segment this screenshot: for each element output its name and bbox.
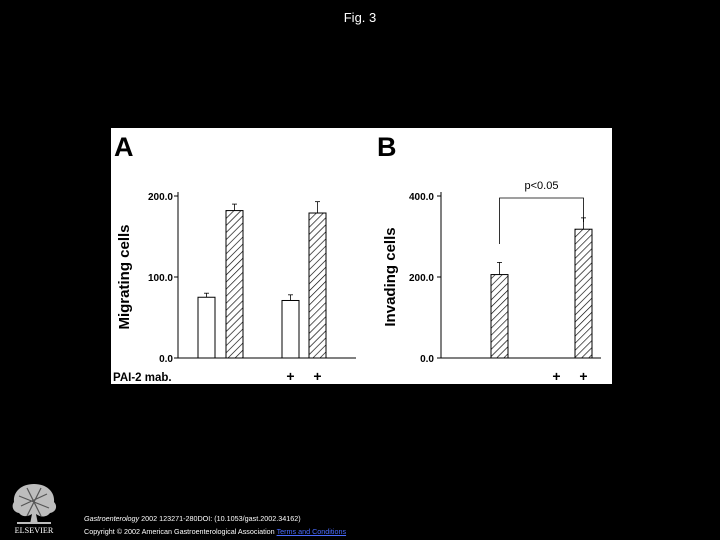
citation-line: Gastroenterology 2002 123271-280DOI: (10… [84, 512, 346, 525]
copyright-text: Copyright © 2002 American Gastroenterolo… [84, 527, 275, 536]
y-axis-label: Migrating cells [116, 224, 133, 329]
y-tick-label: 200.0 [148, 192, 173, 203]
y-tick-label: 100.0 [148, 273, 173, 284]
y-tick-label: 0.0 [420, 354, 434, 365]
terms-link[interactable]: Terms and Conditions [276, 527, 347, 536]
figure-panels: A Migrating cells 0.0 100.0 200.0 + + PAI-2 mab… [111, 128, 612, 384]
figure-title: Fig. 3 [343, 10, 377, 25]
bar [308, 212, 327, 359]
treatment-mark: + [313, 368, 321, 384]
treatment-mark: + [579, 368, 587, 384]
bar [197, 296, 216, 359]
panel-label: B [377, 132, 397, 162]
elsevier-logo: ELSEVIER [5, 478, 63, 536]
footer: Gastroenterology 2002 123271-280DOI: (10… [84, 512, 346, 538]
bar [490, 274, 509, 359]
bar [281, 299, 300, 359]
journal-name: Gastroenterology [84, 514, 140, 523]
significance-bracket [499, 197, 584, 244]
panel-b: B Invading cells 0.0 200.0 400.0 + + p<0.05 [377, 132, 601, 384]
citation-text: 2002 123271-280DOI: (10.1053/gast.2002.3… [139, 514, 301, 523]
y-axis-label: Invading cells [382, 227, 399, 326]
panel-label: A [114, 132, 134, 162]
y-tick-label: 0.0 [159, 354, 173, 365]
y-tick-label: 200.0 [409, 273, 434, 284]
treatment-label: PAI-2 mab. [113, 372, 172, 384]
treatment-mark: + [552, 368, 560, 384]
panel-a: A Migrating cells 0.0 100.0 200.0 + + PAI-2 mab… [113, 132, 356, 384]
bar [225, 210, 244, 359]
y-tick-label: 400.0 [409, 192, 434, 203]
treatment-mark: + [286, 368, 294, 384]
svg-text:ELSEVIER: ELSEVIER [15, 526, 54, 535]
significance-label: p<0.05 [525, 180, 559, 192]
figure-svg: A Migrating cells 0.0 100.0 200.0 + + PAI-2 mab… [113, 132, 601, 384]
copyright-line: Copyright © 2002 American Gastroenterolo… [84, 525, 346, 538]
bar [574, 228, 593, 359]
